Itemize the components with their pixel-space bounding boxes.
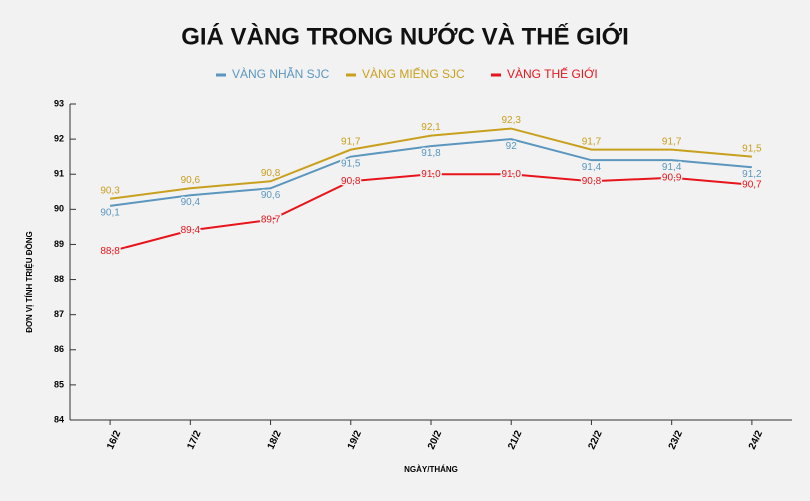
chart-title: GIÁ VÀNG TRONG NƯỚC VÀ THẾ GIỚI xyxy=(181,22,629,50)
value-label: 90,1 xyxy=(100,207,120,218)
y-tick-label: 87 xyxy=(54,309,64,319)
value-label: 91,8 xyxy=(421,148,441,159)
legend-label: VÀNG THẾ GIỚI xyxy=(507,66,598,81)
y-tick-label: 88 xyxy=(54,274,64,284)
value-label: 91,7 xyxy=(662,136,682,147)
y-tick-label: 89 xyxy=(54,239,64,249)
series-line xyxy=(109,127,752,200)
value-label: 89,7 xyxy=(261,215,281,226)
y-tick-label: 84 xyxy=(54,414,64,424)
x-tick-label: 20/2 xyxy=(426,429,444,452)
value-label: 91,5 xyxy=(341,158,361,169)
x-tick-label: 24/2 xyxy=(747,429,765,452)
series-line xyxy=(109,173,752,253)
x-tick-label: 22/2 xyxy=(586,429,604,452)
x-tick-label: 18/2 xyxy=(266,429,284,452)
x-tick-label: 23/2 xyxy=(667,429,685,452)
x-tick-label: 17/2 xyxy=(185,429,203,452)
value-label: 92 xyxy=(506,141,518,152)
y-tick-label: 91 xyxy=(54,169,64,179)
y-tick-label: 90 xyxy=(54,204,64,214)
value-label: 90,8 xyxy=(582,176,602,187)
value-label: 90,4 xyxy=(181,197,201,208)
legend-label: VÀNG MIẾNG SJC xyxy=(362,66,465,81)
value-label: 92,3 xyxy=(501,115,521,126)
x-tick-label: 19/2 xyxy=(346,429,364,452)
value-label: 89,4 xyxy=(181,225,201,236)
series-line xyxy=(109,138,752,207)
y-tick-label: 85 xyxy=(54,379,64,389)
y-tick-label: 86 xyxy=(54,344,64,354)
value-label: 91,5 xyxy=(742,143,762,154)
value-label: 91,0 xyxy=(501,169,521,180)
value-label: 92,1 xyxy=(421,122,441,133)
value-label: 91,7 xyxy=(582,136,602,147)
x-tick-label: 16/2 xyxy=(105,429,123,452)
y-axis-label: ĐƠN VỊ TÍNH TRIỆU ĐỒNG xyxy=(24,231,34,333)
value-label: 91,0 xyxy=(421,169,441,180)
value-label: 90,7 xyxy=(742,179,762,190)
value-label: 91,4 xyxy=(662,162,682,173)
value-label: 91,2 xyxy=(742,169,762,180)
x-tick-label: 21/2 xyxy=(506,429,524,452)
value-label: 90,8 xyxy=(341,176,361,187)
value-label: 91,4 xyxy=(582,162,602,173)
value-label: 90,6 xyxy=(261,190,281,201)
y-tick-label: 93 xyxy=(54,98,64,108)
legend-label: VÀNG NHẪN SJC xyxy=(232,66,330,81)
x-axis-label: NGÀY/THÁNG xyxy=(404,465,458,474)
value-label: 90,9 xyxy=(662,172,682,183)
value-label: 91,7 xyxy=(341,136,361,147)
value-label: 90,8 xyxy=(261,168,281,179)
value-label: 88,8 xyxy=(100,246,120,257)
y-tick-label: 92 xyxy=(54,133,64,143)
value-label: 90,6 xyxy=(181,175,201,186)
value-label: 90,3 xyxy=(100,185,120,196)
